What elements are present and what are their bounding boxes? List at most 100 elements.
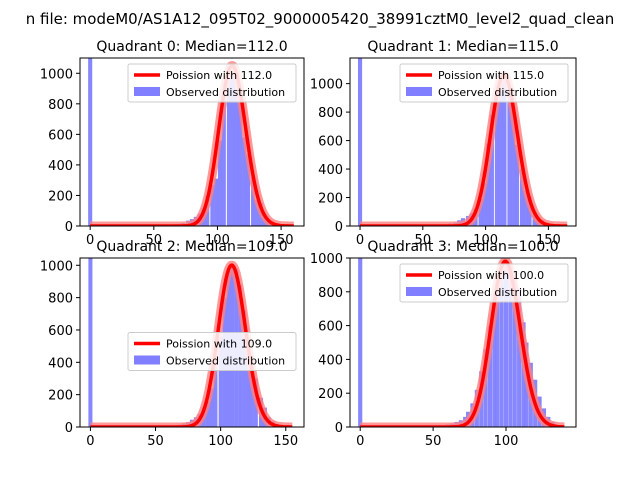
histogram-bar bbox=[254, 200, 259, 226]
histogram-bar bbox=[221, 91, 226, 226]
x-tick-label: 0 bbox=[356, 434, 364, 449]
histogram-bar bbox=[238, 94, 243, 226]
histogram-bar bbox=[508, 264, 513, 427]
axes-frame bbox=[79, 57, 305, 227]
histogram-bar bbox=[251, 177, 256, 226]
histogram-bar bbox=[478, 198, 483, 226]
histogram-bar bbox=[507, 89, 512, 226]
x-tick-label: 0 bbox=[86, 434, 94, 449]
x-tick-label: 100 bbox=[208, 434, 233, 449]
y-tick-label: 200 bbox=[48, 389, 73, 404]
axes-frame bbox=[79, 257, 305, 428]
legend: Poission with 112.0 Observed distribution bbox=[127, 63, 297, 103]
histogram-bar bbox=[517, 288, 522, 427]
y-tick-label: 400 bbox=[318, 353, 343, 368]
x-tick-label: 100 bbox=[205, 233, 230, 248]
poisson-curve bbox=[89, 263, 293, 427]
y-tick-label: 800 bbox=[318, 286, 343, 301]
subplot-0: 0 50 100 150 0 200 400 600 800 1000 Quadrant 0: Me… bbox=[40, 39, 305, 248]
legend-label: Poission with 112.0 bbox=[166, 69, 272, 82]
legend-label: Observed distribution bbox=[438, 86, 557, 99]
y-tick-label: 0 bbox=[65, 220, 73, 235]
y-tick-label: 0 bbox=[65, 421, 73, 436]
legend-label: Poission with 109.0 bbox=[166, 338, 272, 351]
histogram-bar bbox=[511, 107, 516, 226]
legend-label: Poission with 115.0 bbox=[438, 69, 544, 82]
y-tick-label: 800 bbox=[48, 98, 73, 113]
histogram-bar bbox=[487, 325, 493, 427]
histogram-bar bbox=[242, 137, 247, 226]
axes-frame bbox=[349, 57, 577, 227]
histogram-bar bbox=[88, 58, 93, 226]
histogram-bar bbox=[245, 336, 251, 427]
legend: Poission with 109.0 Observed distribution bbox=[127, 332, 297, 371]
legend-label: Observed distribution bbox=[166, 355, 285, 368]
histogram-bar bbox=[503, 261, 509, 427]
legend: Poission with 100.0 Observed distribution bbox=[399, 263, 569, 303]
histogram-bar bbox=[214, 178, 219, 226]
x-tick-label: 150 bbox=[269, 233, 294, 248]
legend-box bbox=[127, 63, 297, 103]
x-tick-label: 150 bbox=[536, 233, 561, 248]
subplot-title: Quadrant 2: Median=109.0 bbox=[96, 239, 287, 255]
legend-label: Poission with 100.0 bbox=[438, 269, 544, 282]
x-tick-label: 50 bbox=[415, 233, 432, 248]
y-tick-label: 0 bbox=[335, 220, 343, 235]
histogram-bar bbox=[358, 258, 363, 427]
poisson-curve bbox=[359, 73, 568, 226]
y-tick-label: 600 bbox=[48, 128, 73, 143]
y-tick-label: 400 bbox=[48, 356, 73, 371]
histogram-bar bbox=[226, 65, 231, 226]
legend-label: Observed distribution bbox=[438, 286, 557, 299]
histogram-bar bbox=[88, 258, 93, 427]
legend-label: Observed distribution bbox=[166, 86, 285, 99]
poisson-curve bbox=[89, 63, 295, 226]
y-tick-label: 1000 bbox=[40, 259, 73, 274]
legend-bar-swatch bbox=[134, 87, 160, 96]
histogram-bar bbox=[494, 100, 499, 226]
subplot-title: Quadrant 3: Median=100.0 bbox=[367, 239, 558, 255]
axes-frame bbox=[349, 257, 577, 428]
histogram-bar bbox=[230, 73, 235, 226]
histogram-bar bbox=[357, 58, 363, 226]
histogram-bar bbox=[495, 274, 500, 427]
y-tick-label: 200 bbox=[48, 189, 73, 204]
subplot-1: 0 50 100 150 0 200 400 600 800 1000 Quadrant 1: Me… bbox=[310, 39, 577, 248]
histogram-bar bbox=[482, 183, 487, 226]
subplot-title: Quadrant 1: Median=115.0 bbox=[367, 39, 558, 55]
x-tick-label: 100 bbox=[473, 233, 498, 248]
subplot-2: 0 50 100 150 0 200 400 600 800 1000 Quadrant 2: Me… bbox=[40, 239, 305, 449]
histogram-bar bbox=[245, 154, 251, 226]
histogram-bar bbox=[512, 273, 517, 427]
y-tick-label: 1000 bbox=[310, 252, 343, 267]
y-tick-label: 200 bbox=[318, 192, 343, 207]
histogram-bar bbox=[486, 143, 491, 226]
y-tick-label: 800 bbox=[318, 106, 343, 121]
legend: Poission with 115.0 Observed distribution bbox=[399, 63, 569, 103]
histogram-bar bbox=[249, 362, 254, 427]
histogram-bar bbox=[502, 75, 507, 226]
histogram-bar bbox=[499, 266, 504, 427]
legend-box bbox=[127, 332, 297, 371]
legend-box bbox=[399, 63, 569, 103]
histogram-bar bbox=[209, 388, 214, 427]
histogram-bar bbox=[205, 401, 210, 427]
y-tick-label: 1000 bbox=[40, 67, 73, 82]
histogram-bar bbox=[213, 365, 218, 427]
plot-area bbox=[356, 58, 571, 226]
x-tick-label: 100 bbox=[494, 434, 519, 449]
histogram-bar bbox=[523, 190, 528, 226]
subplot-title: Quadrant 0: Median=112.0 bbox=[96, 39, 287, 55]
y-tick-label: 400 bbox=[48, 159, 73, 174]
x-tick-label: 0 bbox=[86, 233, 94, 248]
histogram-bar bbox=[217, 140, 223, 226]
plot-area bbox=[357, 258, 568, 427]
figure-suptitle: n file: modeM0/AS1A12_095T02_9000005420_… bbox=[26, 10, 615, 29]
histogram-bar bbox=[498, 79, 503, 226]
y-tick-label: 200 bbox=[318, 387, 343, 402]
histogram-bar bbox=[234, 74, 239, 226]
legend-bar-swatch bbox=[406, 287, 432, 296]
histogram-bar bbox=[489, 114, 494, 226]
histogram-bar bbox=[210, 184, 215, 226]
